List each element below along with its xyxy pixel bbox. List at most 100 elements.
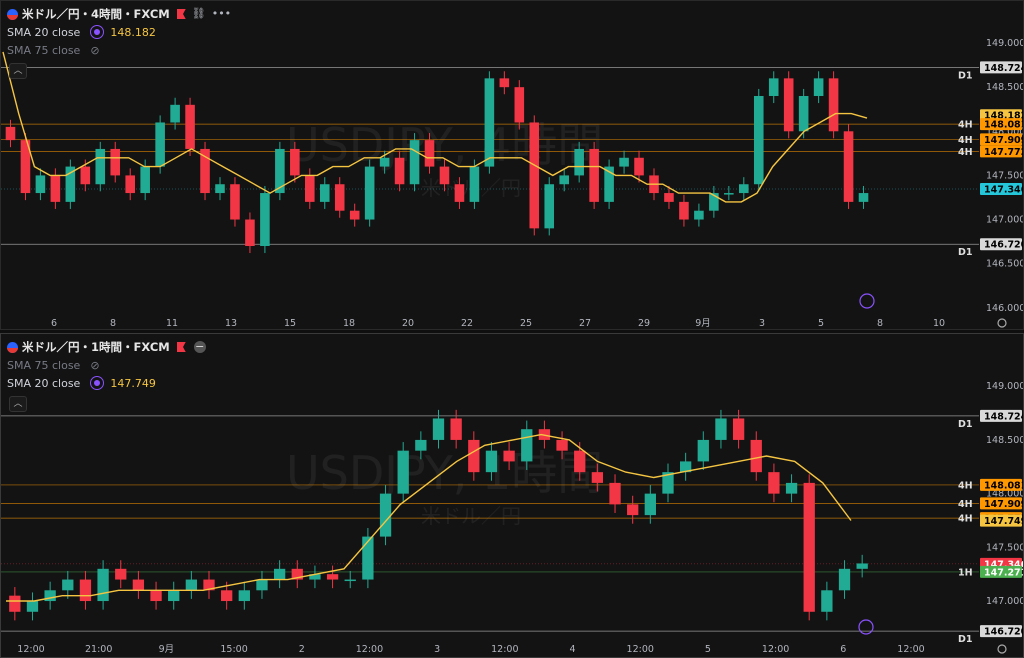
candle-body: [256, 579, 268, 591]
candle-body: [200, 148, 210, 194]
price-label: 148.724: [984, 63, 1024, 74]
candle-body: [469, 166, 480, 202]
candle-body: [813, 78, 824, 96]
candle-body: [589, 148, 599, 202]
price-label: 147.909: [984, 135, 1024, 146]
candle-body: [768, 78, 779, 96]
settings-gear-icon: [997, 318, 1007, 328]
candle-body: [349, 210, 360, 220]
link-icon[interactable]: ⛓: [191, 7, 206, 20]
y-axis-tick: 147.000: [986, 596, 1024, 607]
price-chart-4h[interactable]: USDJPY, 4時間米ドル／円149.000148.500148.000147…: [1, 1, 1024, 330]
candle-body: [783, 78, 794, 132]
usdjpy-flag-icon: [7, 8, 18, 20]
y-axis-tick: 149.000: [986, 381, 1024, 392]
level-tag: 4H: [958, 120, 973, 131]
candle-body: [679, 461, 692, 473]
price-label-bg: [980, 409, 1022, 422]
candle-body: [409, 140, 420, 185]
candle-body: [574, 450, 586, 473]
price-label-bg: [980, 497, 1022, 510]
symbol-title[interactable]: 米ドル／円・4時間・FXCM: [22, 7, 170, 21]
x-axis-tick: 8: [110, 318, 116, 329]
level-tag: 4H: [958, 480, 973, 491]
candle-body: [79, 579, 92, 602]
price-label-bg: [980, 183, 1022, 195]
candle-body: [753, 96, 764, 185]
y-axis-tick: 147.500: [986, 170, 1024, 181]
x-axis-tick: 5: [818, 318, 824, 329]
x-axis-tick: 29: [638, 318, 650, 329]
candle-body: [694, 210, 704, 220]
y-axis-tick: 147.500: [986, 542, 1024, 553]
more-icon[interactable]: •••: [211, 7, 232, 20]
eye-icon[interactable]: [90, 376, 105, 390]
candle-body: [35, 175, 46, 194]
x-axis-tick: 21:00: [85, 644, 112, 655]
indicator-sma75[interactable]: SMA 75 close ⊘: [7, 356, 206, 374]
x-axis-tick: 12:00: [491, 644, 518, 655]
eye-off-icon[interactable]: ⊘: [90, 43, 100, 57]
candle-body: [309, 574, 321, 580]
candle-body: [634, 157, 644, 176]
level-tag: D1: [958, 419, 973, 430]
x-axis-tick: 18: [343, 318, 355, 329]
x-axis-tick: 2: [299, 644, 305, 655]
candle-body: [439, 166, 450, 185]
price-label: 148.724: [984, 411, 1024, 422]
candle-body: [574, 148, 584, 176]
x-axis-tick: 6: [51, 318, 57, 329]
x-axis-tick: 22: [461, 318, 473, 329]
candle-body: [238, 590, 250, 602]
collapse-legend-icon[interactable]: ︿: [9, 63, 27, 79]
candle-body: [394, 157, 405, 185]
candle-body: [662, 472, 674, 494]
watermark-sub: 米ドル／円: [421, 504, 521, 528]
y-axis-tick: 149.000: [986, 38, 1024, 49]
chart-pane-1h[interactable]: USDJPY, 1時間 米ドル／円 149.000 148.500 148.000 147…: [0, 333, 1024, 658]
symbol-title[interactable]: 米ドル／円・1時間・FXCM: [22, 340, 170, 354]
price-chart-1h[interactable]: USDJPY, 1時間米ドル／円149.000148.500148.000147…: [1, 334, 1024, 658]
indicator-sma75[interactable]: SMA 75 close ⊘: [7, 41, 226, 59]
x-axis-tick: 20: [402, 318, 414, 329]
legend-4h: 米ドル／円・4時間・FXCM ⛓ ••• SMA 20 close 148.18…: [7, 5, 232, 59]
flag-icon[interactable]: [176, 9, 186, 19]
candle-body: [273, 568, 286, 580]
candle-body: [115, 568, 127, 580]
price-label: 148.081: [984, 480, 1024, 491]
candle-body: [185, 104, 195, 149]
candle-body: [344, 579, 356, 582]
candle-body: [750, 439, 762, 473]
indicator-sma20[interactable]: SMA 20 close 147.749: [7, 374, 206, 392]
candle-body: [732, 418, 745, 440]
eye-off-icon[interactable]: ⊘: [90, 358, 100, 372]
eye-icon[interactable]: [90, 25, 105, 39]
candle-body: [168, 590, 180, 602]
x-axis-tick: 12:00: [17, 644, 44, 655]
indicator-name: SMA 20 close: [7, 376, 81, 390]
flag-icon[interactable]: [176, 342, 186, 352]
price-label-bg: [980, 61, 1022, 74]
price-label: 146.720: [984, 627, 1024, 638]
candle-body: [362, 536, 374, 580]
minimize-icon[interactable]: −: [193, 340, 206, 353]
candle-body: [544, 184, 555, 229]
y-axis-tick: 148.000: [986, 489, 1024, 500]
x-axis-tick: 12:00: [356, 644, 383, 655]
candle-body: [828, 78, 839, 132]
chart-pane-4h[interactable]: USDJPY, 4時間米ドル／円149.000148.500148.000147…: [0, 0, 1024, 330]
candle-body: [521, 429, 533, 462]
candle-body: [739, 184, 749, 194]
candle-body: [20, 140, 31, 194]
x-axis-tick: 12:00: [627, 644, 654, 655]
candle-body: [843, 131, 854, 202]
candle-body: [768, 472, 780, 494]
price-label: 147.346: [984, 559, 1024, 570]
collapse-legend-icon[interactable]: ︿: [9, 396, 27, 412]
indicator-sma20[interactable]: SMA 20 close 148.182: [7, 23, 226, 41]
candle-body: [450, 418, 462, 440]
candle-body: [709, 193, 719, 211]
indicator-name: SMA 20 close: [7, 25, 81, 39]
candle-body: [715, 418, 727, 440]
candle-body: [529, 122, 540, 229]
